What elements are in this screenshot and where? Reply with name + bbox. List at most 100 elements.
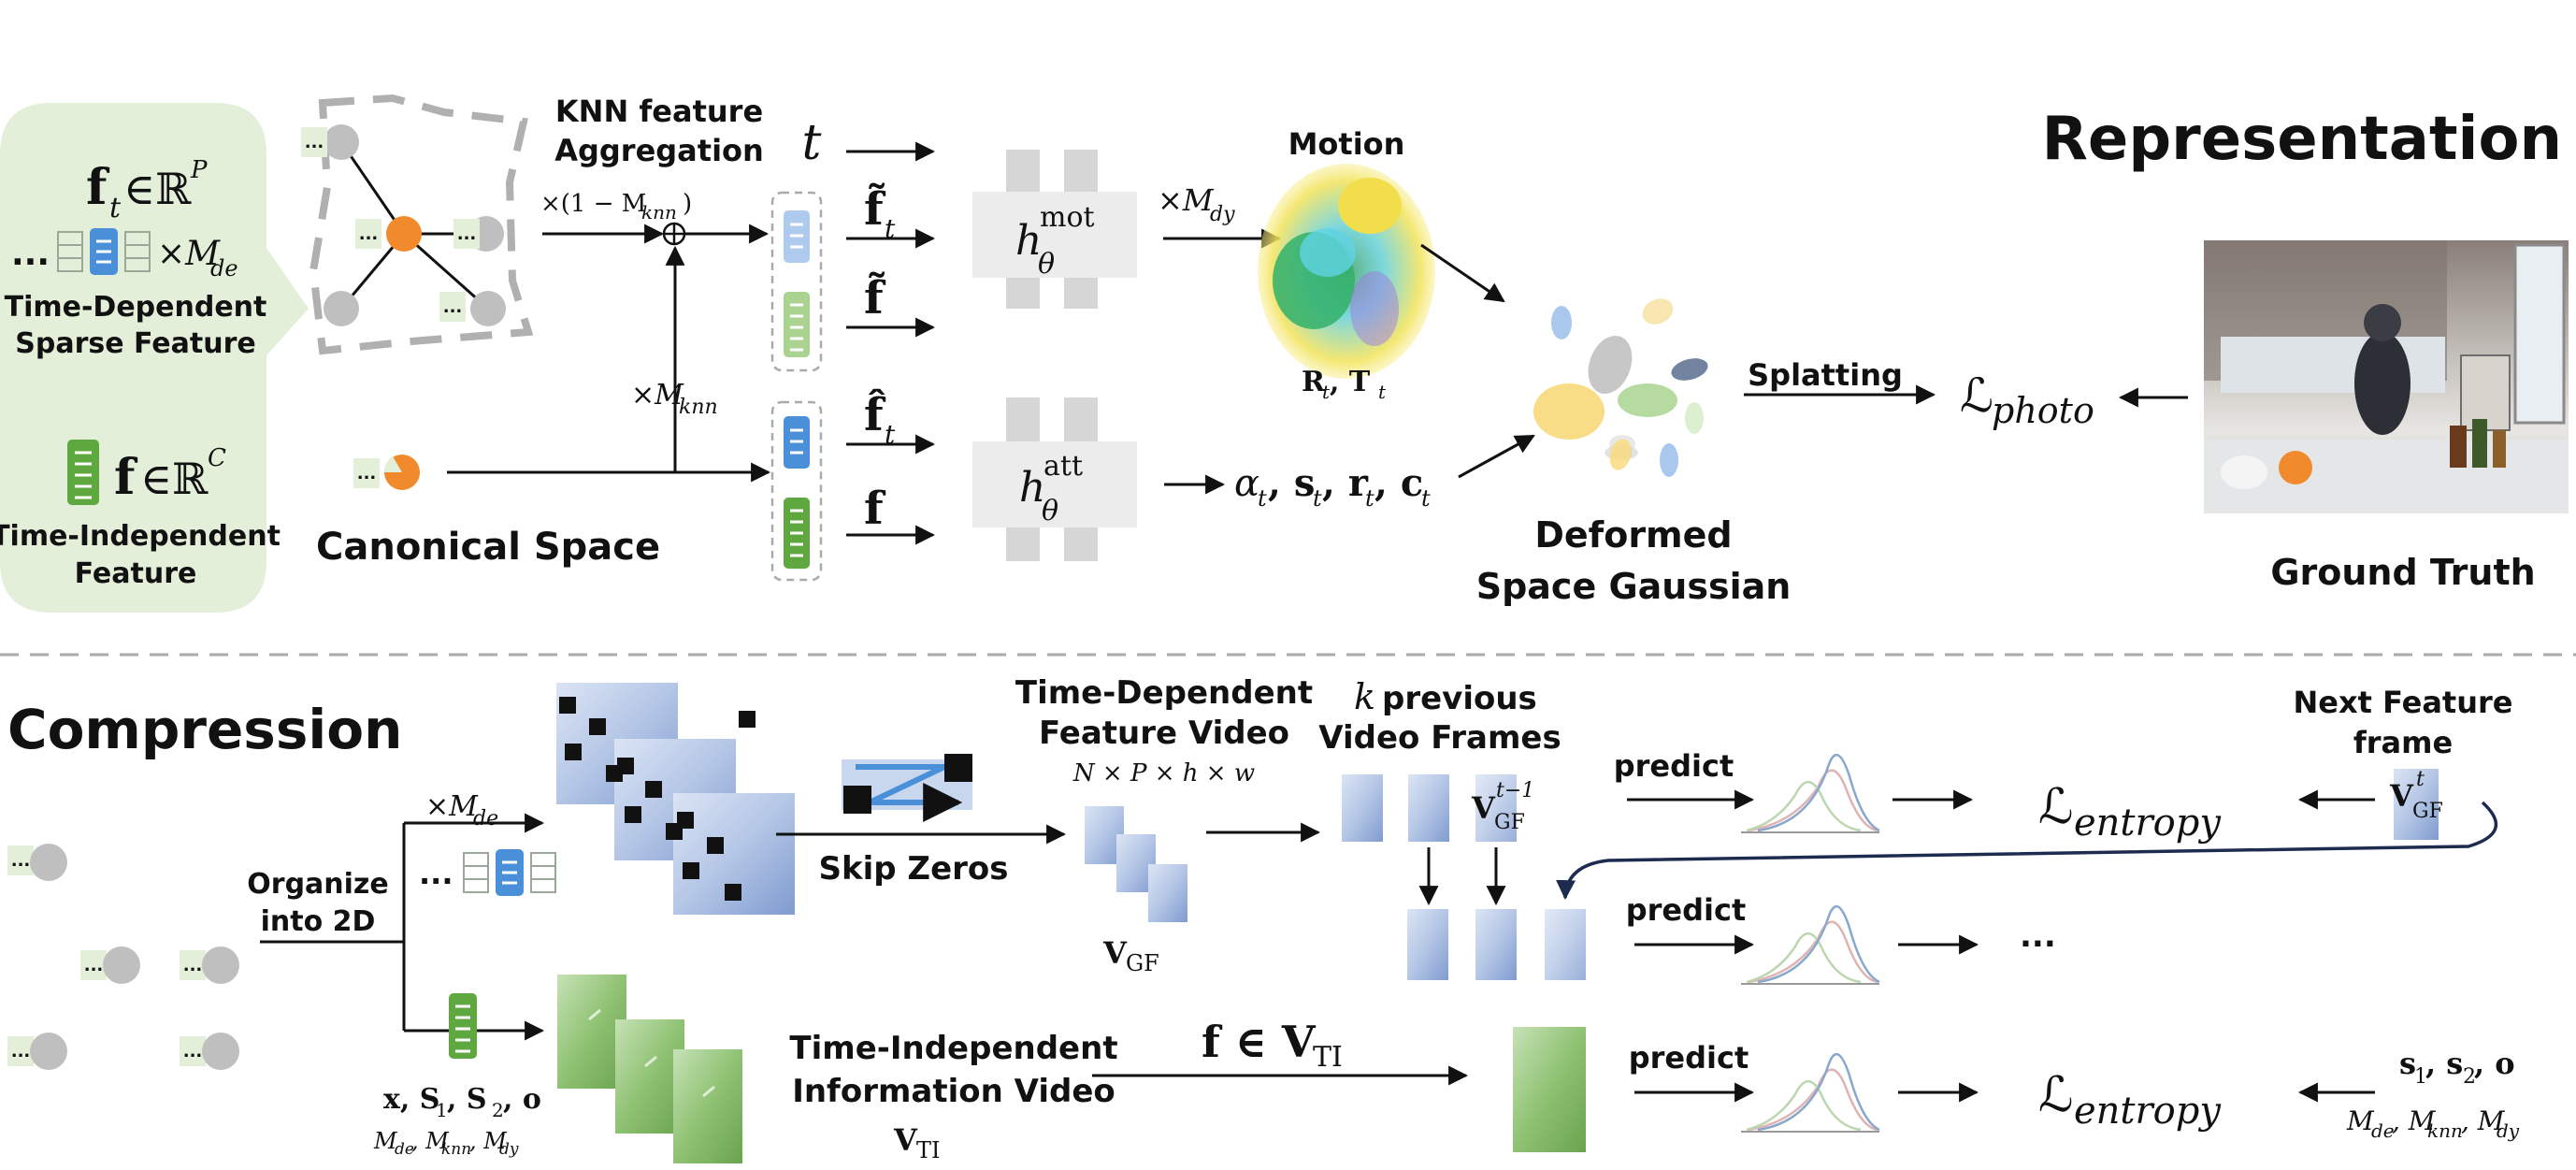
svg-text:V: V bbox=[1471, 790, 1496, 826]
skip-zeros-label: Skip Zeros bbox=[818, 850, 1008, 888]
next-frame-label-1: Next Feature bbox=[2294, 685, 2513, 720]
knn-graph: ... ... ... ... bbox=[301, 94, 534, 355]
svg-text:t: t bbox=[1365, 485, 1374, 512]
svg-text:, s: , s bbox=[2425, 1046, 2463, 1081]
motion-visualization bbox=[1258, 164, 1435, 379]
svg-text:...: ... bbox=[359, 224, 379, 244]
svg-text:knn: knn bbox=[441, 1140, 471, 1159]
svg-text:de: de bbox=[210, 255, 238, 282]
photo-loss: ℒ photo bbox=[1960, 368, 2094, 431]
svg-text:×M: ×M bbox=[1158, 182, 1215, 218]
input-ft-hat: f̂ t bbox=[864, 387, 896, 450]
svg-text:×M: ×M bbox=[157, 235, 221, 273]
svg-text:s: s bbox=[2399, 1046, 2416, 1081]
svg-text:×M: ×M bbox=[631, 379, 684, 412]
svg-text:h: h bbox=[1015, 217, 1042, 265]
svg-text:dy: dy bbox=[499, 1140, 519, 1159]
params-right: s 1 , s 2 , o bbox=[2399, 1046, 2515, 1089]
svg-text:knn: knn bbox=[2427, 1119, 2463, 1142]
deformed-gaussians bbox=[1533, 298, 1708, 477]
time-independent-feature-formula: f ∈ℝ C bbox=[114, 444, 226, 506]
input-ft-tilde: f̃ t bbox=[864, 181, 896, 244]
svg-text:, M: , M bbox=[469, 1128, 508, 1154]
compression-title: Compression bbox=[7, 698, 402, 761]
skip-zeros-icon bbox=[842, 754, 972, 822]
time-independent-label-2: Feature bbox=[75, 557, 197, 590]
td-video-frames bbox=[1085, 806, 1187, 922]
svg-text:): ) bbox=[683, 190, 692, 218]
representation-section: Representation f t ∈ℝ P ... ×M de Time- bbox=[0, 94, 2569, 613]
entropy-loss-2: ℒ entropy bbox=[2038, 1067, 2222, 1133]
attribute-output: α t , s t , r t , c t bbox=[1234, 461, 1431, 512]
svg-text:...: ... bbox=[305, 133, 324, 152]
svg-text:, r: , r bbox=[1322, 461, 1369, 505]
mdy-weight: ×M dy bbox=[1158, 182, 1235, 226]
more-frames-dots: ... bbox=[2020, 917, 2056, 955]
sparse-feature-icon bbox=[57, 228, 151, 275]
knn-weight-1: ×(1 − M knn ) bbox=[540, 190, 692, 224]
svg-text:M: M bbox=[2346, 1105, 2375, 1136]
mde-weight-compression: ×M de bbox=[425, 790, 498, 831]
compression-section: Compression ... ... ... ... ... Organize… bbox=[7, 674, 2520, 1163]
svg-text:ℒ: ℒ bbox=[1960, 368, 1993, 423]
ti-video-label-2: Information Video bbox=[792, 1073, 1115, 1110]
ellipsis-compression: ... bbox=[419, 856, 453, 891]
svg-text:...: ... bbox=[357, 464, 377, 484]
svg-text:dy: dy bbox=[1210, 203, 1235, 226]
motion-label: Motion bbox=[1288, 126, 1405, 162]
dense-feature-icon-compression bbox=[449, 993, 477, 1059]
svg-text:∈ℝ: ∈ℝ bbox=[123, 164, 192, 214]
arrow-motion-to-gaussian bbox=[1420, 243, 1505, 303]
svg-text:de: de bbox=[2371, 1119, 2395, 1142]
svg-text:t: t bbox=[1378, 381, 1387, 403]
attribute-mlp: h att θ bbox=[972, 397, 1137, 561]
ti-video-label-1: Time-Independent bbox=[789, 1030, 1117, 1067]
svg-text:mot: mot bbox=[1040, 201, 1095, 234]
ti-frame-right bbox=[1513, 1027, 1586, 1152]
svg-text:knn: knn bbox=[641, 201, 677, 224]
input-f: f bbox=[864, 483, 886, 535]
time-dependent-label-1: Time-Dependent bbox=[5, 291, 267, 324]
svg-text:t: t bbox=[1421, 485, 1431, 512]
svg-text:f̂: f̂ bbox=[864, 387, 886, 441]
point-cloud: ... ... ... ... ... bbox=[7, 844, 239, 1070]
svg-text:, M: , M bbox=[2461, 1105, 2506, 1136]
svg-text:1: 1 bbox=[2414, 1065, 2427, 1089]
vti-label: V TI bbox=[893, 1122, 941, 1163]
ellipsis: ... bbox=[11, 235, 50, 273]
svg-text:, T: , T bbox=[1330, 366, 1371, 398]
mask-params: M de , M knn , M dy bbox=[373, 1128, 519, 1159]
arrow-att-to-gaussian bbox=[1458, 434, 1535, 479]
svg-text:GF: GF bbox=[1126, 950, 1159, 976]
svg-text:t: t bbox=[109, 192, 122, 224]
svg-text:...: ... bbox=[11, 1042, 31, 1062]
predict-label-2: predict bbox=[1626, 892, 1747, 928]
next-frame-label-2: frame bbox=[2353, 725, 2453, 760]
vgf-label: V GF bbox=[1102, 935, 1159, 976]
svg-text:×(1 − M: ×(1 − M bbox=[540, 190, 646, 218]
masks-right: M de , M knn , M dy bbox=[2346, 1105, 2520, 1142]
svg-text:∈ℝ: ∈ℝ bbox=[140, 454, 209, 504]
svg-text:k: k bbox=[1354, 676, 1375, 717]
entropy-loss-1: ℒ entropy bbox=[2038, 779, 2222, 845]
svg-text:f ∈ V: f ∈ V bbox=[1202, 1017, 1317, 1067]
svg-text:t: t bbox=[885, 213, 896, 244]
svg-text:t−1: t−1 bbox=[1496, 779, 1534, 802]
time-independent-label-1: Time-Independent bbox=[0, 520, 281, 553]
svg-text:x, S: x, S bbox=[383, 1083, 439, 1116]
motion-output: R t , T t bbox=[1302, 366, 1387, 403]
canonical-point: ... bbox=[353, 455, 420, 490]
svg-text:2: 2 bbox=[492, 1099, 504, 1121]
predict-label-1: predict bbox=[1614, 748, 1734, 784]
svg-text:...: ... bbox=[443, 297, 463, 317]
svg-text:entropy: entropy bbox=[2074, 1090, 2222, 1133]
vgf-next-label: V GF t bbox=[2389, 768, 2443, 823]
sum-operator bbox=[662, 222, 686, 246]
canonical-space-label: Canonical Space bbox=[316, 526, 660, 569]
mde-multiplier: ×M de bbox=[157, 235, 238, 282]
organize-label-1: Organize bbox=[247, 868, 388, 901]
svg-text:...: ... bbox=[183, 956, 203, 975]
prev-frames bbox=[1342, 774, 1517, 842]
time-dependent-feature-formula: f t ∈ℝ P bbox=[86, 156, 208, 224]
svg-text:V: V bbox=[1102, 935, 1128, 971]
